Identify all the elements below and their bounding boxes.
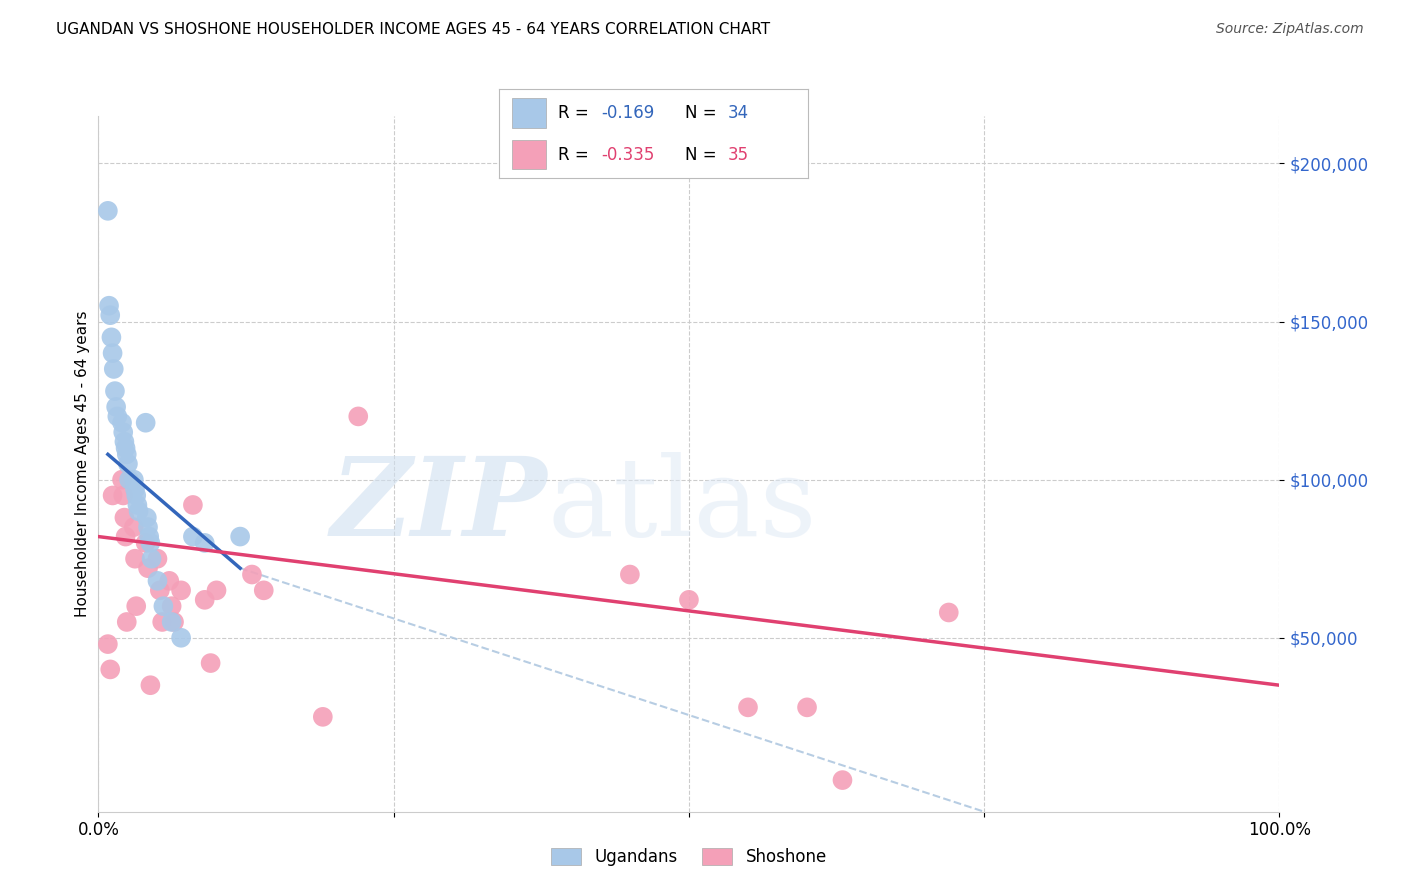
- Point: [200, 656, 222, 670]
- Point: [112, 488, 135, 502]
- Point: [112, 434, 135, 449]
- Point: [103, 362, 125, 376]
- Point: [253, 583, 276, 598]
- Point: [97, 203, 120, 218]
- Point: [112, 425, 135, 440]
- Point: [149, 583, 172, 598]
- Point: [122, 520, 145, 534]
- Text: UGANDAN VS SHOSHONE HOUSEHOLDER INCOME AGES 45 - 64 YEARS CORRELATION CHART: UGANDAN VS SHOSHONE HOUSEHOLDER INCOME A…: [56, 22, 770, 37]
- Point: [111, 473, 134, 487]
- Point: [152, 599, 174, 614]
- Text: -0.335: -0.335: [602, 145, 655, 164]
- Point: [194, 536, 217, 550]
- Point: [146, 574, 169, 588]
- Point: [136, 520, 159, 534]
- FancyBboxPatch shape: [512, 98, 546, 128]
- Point: [104, 384, 127, 398]
- Point: [141, 551, 163, 566]
- Point: [98, 299, 121, 313]
- Point: [115, 615, 138, 629]
- Point: [105, 400, 128, 414]
- Point: [312, 710, 335, 724]
- Point: [98, 308, 121, 322]
- Point: [205, 583, 228, 598]
- Text: R =: R =: [558, 145, 593, 164]
- Point: [163, 615, 186, 629]
- Text: -0.169: -0.169: [602, 103, 654, 122]
- Point: [124, 551, 146, 566]
- Point: [229, 530, 252, 544]
- Y-axis label: Householder Income Ages 45 - 64 years: Householder Income Ages 45 - 64 years: [75, 310, 90, 617]
- Text: 35: 35: [728, 145, 749, 164]
- Point: [136, 561, 159, 575]
- Point: [117, 457, 139, 471]
- Point: [150, 615, 173, 629]
- Text: 34: 34: [728, 103, 749, 122]
- Point: [115, 447, 138, 461]
- Point: [128, 504, 150, 518]
- Point: [135, 510, 157, 524]
- Point: [114, 441, 136, 455]
- Point: [160, 615, 183, 629]
- Text: N =: N =: [685, 145, 721, 164]
- Point: [347, 409, 370, 424]
- FancyBboxPatch shape: [512, 140, 546, 169]
- Point: [831, 773, 853, 788]
- Point: [170, 631, 193, 645]
- Point: [98, 662, 121, 676]
- Point: [138, 530, 160, 544]
- Point: [125, 599, 148, 614]
- Point: [938, 606, 960, 620]
- Text: N =: N =: [685, 103, 721, 122]
- Point: [127, 498, 149, 512]
- Point: [139, 536, 162, 550]
- Point: [101, 488, 124, 502]
- Point: [181, 530, 204, 544]
- Point: [101, 346, 124, 360]
- Point: [678, 592, 700, 607]
- Point: [100, 330, 122, 344]
- Point: [194, 592, 217, 607]
- Point: [240, 567, 263, 582]
- Point: [170, 583, 193, 598]
- Point: [157, 574, 180, 588]
- Point: [135, 536, 157, 550]
- Legend: Ugandans, Shoshone: Ugandans, Shoshone: [544, 841, 834, 873]
- Point: [124, 482, 146, 496]
- Point: [118, 473, 141, 487]
- Point: [112, 510, 135, 524]
- Point: [97, 637, 120, 651]
- Text: atlas: atlas: [547, 452, 817, 559]
- Point: [105, 409, 128, 424]
- Point: [122, 473, 145, 487]
- Point: [737, 700, 759, 714]
- Point: [181, 498, 204, 512]
- Point: [125, 488, 148, 502]
- Text: Source: ZipAtlas.com: Source: ZipAtlas.com: [1216, 22, 1364, 37]
- Text: ZIP: ZIP: [330, 452, 547, 559]
- Point: [111, 416, 134, 430]
- Point: [796, 700, 818, 714]
- Point: [160, 599, 183, 614]
- Point: [139, 678, 162, 692]
- Point: [146, 551, 169, 566]
- Point: [135, 416, 157, 430]
- Point: [619, 567, 641, 582]
- Point: [114, 530, 136, 544]
- Text: R =: R =: [558, 103, 593, 122]
